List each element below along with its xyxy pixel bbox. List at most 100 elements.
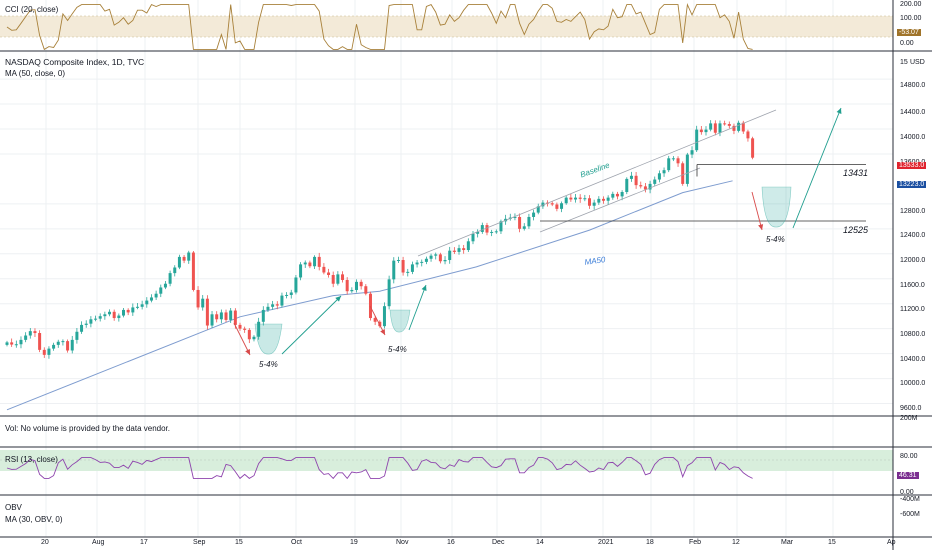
up-arrow-2-head bbox=[421, 285, 427, 291]
candle-body-16 bbox=[80, 324, 84, 332]
price-tick-12800-0: 12800.0 bbox=[900, 208, 926, 215]
candle-body-38 bbox=[182, 256, 186, 261]
candle-body-35 bbox=[168, 273, 172, 284]
ma-legend: MA (50, close, 0) bbox=[5, 69, 66, 78]
up-arrow-3 bbox=[792, 107, 842, 229]
candle-body-39 bbox=[187, 252, 191, 261]
candle-body-45 bbox=[215, 314, 219, 320]
rsi-line bbox=[6, 457, 753, 480]
candle-body-85 bbox=[401, 260, 405, 273]
candle-body-65 bbox=[308, 262, 312, 267]
up-arrow-1 bbox=[281, 295, 342, 355]
candle-body-17 bbox=[84, 323, 88, 325]
candle-body-151 bbox=[709, 123, 713, 130]
obv-tick-600m: -600M bbox=[900, 511, 920, 518]
candle-body-86 bbox=[406, 271, 410, 273]
candle-body-97 bbox=[457, 248, 461, 252]
candle-body-160 bbox=[751, 138, 755, 158]
time-label-15: Mar bbox=[781, 539, 794, 546]
time-label-1: Aug bbox=[92, 539, 105, 546]
candle-body-37 bbox=[177, 256, 181, 268]
candle-body-59 bbox=[280, 295, 284, 306]
candle-body-91 bbox=[429, 255, 433, 259]
candle-body-28 bbox=[135, 306, 139, 308]
candle-body-11 bbox=[56, 341, 60, 345]
candle-body-156 bbox=[732, 125, 736, 131]
candle-body-40 bbox=[191, 252, 195, 290]
candle-body-89 bbox=[420, 261, 424, 263]
candle-body-159 bbox=[746, 131, 750, 139]
candle-body-154 bbox=[723, 123, 727, 125]
candle-body-129 bbox=[606, 197, 610, 201]
candle-body-138 bbox=[648, 183, 652, 190]
candle-body-69 bbox=[327, 272, 331, 275]
candle-body-25 bbox=[122, 309, 125, 316]
down-arrow-1-head bbox=[245, 349, 250, 355]
drop-label-2: 5-4% bbox=[388, 345, 407, 354]
candle-body-6 bbox=[33, 331, 37, 334]
level-13431-label: 13431 bbox=[843, 168, 869, 178]
candle-body-93 bbox=[438, 254, 442, 262]
time-label-6: 19 bbox=[350, 539, 358, 546]
candle-body-14 bbox=[70, 339, 74, 351]
down-arrow-3 bbox=[751, 191, 763, 231]
candle-body-57 bbox=[271, 304, 275, 307]
time-label-4: 15 bbox=[235, 539, 243, 546]
candle-body-133 bbox=[625, 178, 629, 193]
candle-body-115 bbox=[541, 202, 545, 207]
candle-body-82 bbox=[387, 279, 391, 307]
candle-body-10 bbox=[52, 344, 56, 349]
candle-body-90 bbox=[424, 258, 428, 262]
candle-body-141 bbox=[662, 170, 666, 174]
candle-body-114 bbox=[536, 206, 540, 213]
candle-body-101 bbox=[476, 231, 480, 234]
ma50-line bbox=[6, 180, 733, 411]
up-arrow-3-head bbox=[836, 108, 842, 114]
candle-body-9 bbox=[47, 348, 51, 355]
candle-body-110 bbox=[518, 216, 522, 229]
candle-body-139 bbox=[653, 179, 657, 184]
candle-body-152 bbox=[713, 123, 717, 133]
price-tick-14400-0: 14400.0 bbox=[900, 109, 926, 116]
time-label-13: Feb bbox=[689, 539, 702, 546]
candle-body-24 bbox=[117, 315, 121, 319]
ma-value-tag: 13223.0 bbox=[897, 181, 927, 188]
candle-body-123 bbox=[578, 197, 582, 199]
time-label-5: Oct bbox=[291, 539, 302, 546]
candle-body-66 bbox=[313, 256, 317, 267]
candle-body-87 bbox=[410, 264, 414, 272]
volume-legend: Vol: No volume is provided by the data v… bbox=[5, 424, 170, 433]
candle-body-67 bbox=[317, 256, 321, 267]
candle-body-76 bbox=[359, 281, 363, 287]
candle-body-19 bbox=[94, 318, 98, 320]
candle-body-33 bbox=[159, 287, 163, 294]
cci-tick-100: 100.00 bbox=[900, 15, 922, 22]
down-arrow-2-head bbox=[380, 329, 385, 335]
down-arrow-2 bbox=[369, 305, 386, 336]
candle-body-50 bbox=[238, 324, 242, 329]
candle-body-55 bbox=[261, 309, 265, 322]
candle-body-105 bbox=[494, 231, 498, 233]
candle-body-81 bbox=[382, 306, 386, 327]
candle-body-49 bbox=[233, 310, 237, 325]
up-arrow-1-head bbox=[335, 296, 341, 302]
rsi-band bbox=[0, 450, 893, 471]
candle-body-63 bbox=[299, 264, 303, 278]
dip-shape-2 bbox=[389, 309, 411, 333]
candle-body-62 bbox=[294, 277, 298, 293]
candle-body-18 bbox=[89, 319, 93, 324]
level-12525-label: 12525 bbox=[843, 225, 869, 235]
time-label-9: Dec bbox=[492, 539, 505, 546]
candle-body-157 bbox=[737, 122, 741, 131]
candle-body-41 bbox=[196, 289, 200, 308]
candle-body-128 bbox=[601, 198, 605, 201]
candle-body-51 bbox=[243, 328, 247, 330]
baseline-trendline bbox=[417, 109, 777, 257]
obv-ma-legend: MA (30, OBV, 0) bbox=[5, 515, 63, 524]
candle-body-92 bbox=[434, 254, 438, 256]
last-price-tag: 13533.0 bbox=[897, 162, 927, 169]
candle-body-84 bbox=[396, 260, 400, 262]
candle-body-121 bbox=[569, 197, 573, 200]
price-tick-14800-0: 14800.0 bbox=[900, 82, 926, 89]
main-chart-title: NASDAQ Composite Index, 1D, TVC bbox=[5, 57, 145, 67]
